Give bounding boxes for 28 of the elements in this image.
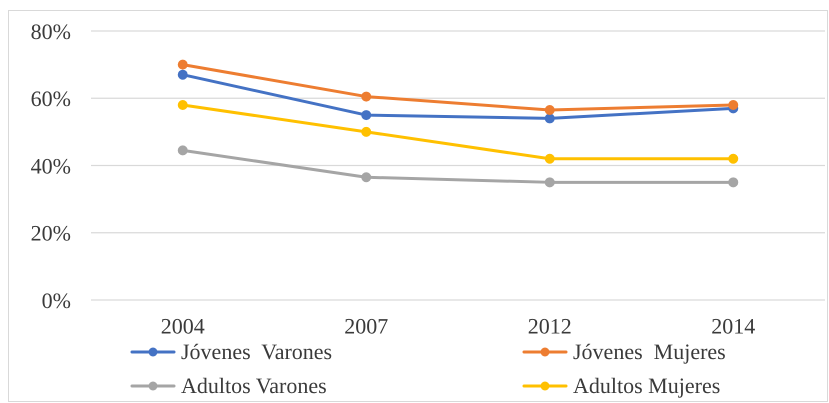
y-tick-label: 40% (30, 153, 71, 178)
point (178, 145, 188, 156)
point (728, 100, 738, 110)
point (728, 154, 738, 164)
y-tick-label: 20% (30, 220, 71, 246)
point (178, 70, 188, 80)
y-tick-label: 0% (42, 288, 71, 313)
point (361, 172, 372, 182)
point (544, 113, 555, 124)
point (178, 100, 188, 110)
point (544, 105, 555, 116)
x-tick-label: 2004 (160, 314, 205, 339)
point (361, 92, 372, 102)
point (544, 177, 555, 188)
legend-label: Adultos Varones (181, 373, 327, 399)
point (728, 177, 738, 188)
y-tick-label: 80% (30, 18, 71, 44)
x-tick-label: 2012 (528, 314, 572, 339)
legend-label: Jóvenes Varones (181, 339, 332, 365)
point (544, 154, 555, 164)
legend-label: Jóvenes Mujeres (573, 339, 726, 365)
x-tick-label: 2014 (711, 314, 756, 339)
y-tick-label: 60% (30, 86, 71, 112)
point (361, 110, 372, 120)
point (361, 126, 372, 137)
legend-label: Adultos Mujeres (573, 373, 720, 399)
point (178, 60, 188, 70)
x-tick-label: 2007 (344, 314, 388, 339)
